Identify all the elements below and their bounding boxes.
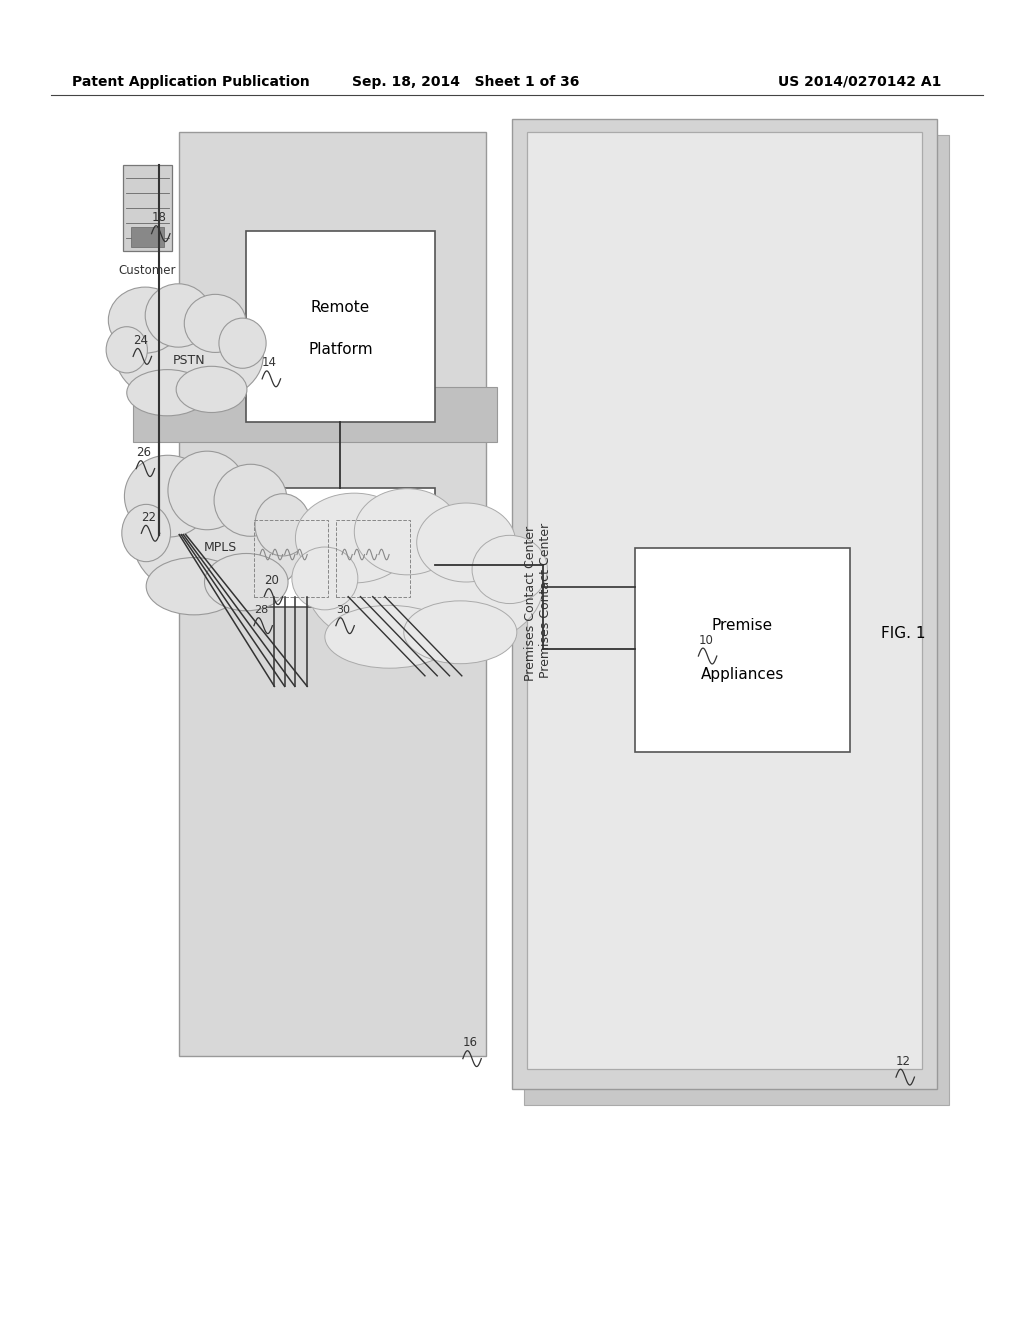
FancyBboxPatch shape — [133, 387, 497, 442]
Text: 28: 28 — [254, 605, 268, 615]
Ellipse shape — [168, 451, 246, 529]
Ellipse shape — [146, 557, 242, 615]
Ellipse shape — [133, 480, 307, 602]
Ellipse shape — [417, 503, 516, 582]
Text: 14: 14 — [262, 356, 278, 370]
Text: 16: 16 — [463, 1036, 478, 1049]
Text: 30: 30 — [336, 605, 350, 615]
Text: US 2014/0270142 A1: US 2014/0270142 A1 — [778, 75, 942, 88]
Ellipse shape — [403, 601, 517, 664]
Text: 24: 24 — [133, 334, 148, 347]
Ellipse shape — [176, 367, 247, 413]
Text: 12: 12 — [896, 1055, 911, 1068]
Ellipse shape — [354, 488, 461, 574]
Text: Customer: Customer — [119, 264, 176, 277]
Ellipse shape — [122, 504, 171, 562]
Text: 18: 18 — [152, 211, 167, 224]
Ellipse shape — [219, 318, 266, 368]
FancyBboxPatch shape — [512, 119, 937, 1089]
FancyBboxPatch shape — [123, 165, 172, 251]
Ellipse shape — [106, 326, 147, 374]
Ellipse shape — [124, 455, 212, 537]
Ellipse shape — [292, 546, 357, 610]
Ellipse shape — [214, 465, 287, 536]
Text: Remote: Remote — [311, 300, 370, 315]
Text: 10: 10 — [698, 634, 714, 647]
Ellipse shape — [307, 520, 543, 655]
Text: Appliances: Appliances — [700, 667, 784, 682]
Text: 20: 20 — [264, 574, 280, 587]
Ellipse shape — [145, 284, 212, 347]
Ellipse shape — [184, 294, 246, 352]
Text: 26: 26 — [136, 446, 152, 459]
Text: Premise: Premise — [712, 618, 773, 634]
Text: Patent Application Publication: Patent Application Publication — [72, 75, 309, 88]
FancyBboxPatch shape — [635, 548, 850, 752]
FancyBboxPatch shape — [131, 227, 164, 247]
Ellipse shape — [472, 536, 548, 603]
Ellipse shape — [255, 494, 310, 556]
FancyBboxPatch shape — [524, 135, 949, 1105]
FancyBboxPatch shape — [527, 132, 922, 1069]
FancyBboxPatch shape — [179, 132, 486, 1056]
Ellipse shape — [109, 286, 182, 354]
Ellipse shape — [205, 553, 288, 611]
Ellipse shape — [116, 306, 263, 407]
Ellipse shape — [127, 370, 208, 416]
Text: FIG. 1: FIG. 1 — [881, 626, 925, 642]
Text: Premises Contact Center: Premises Contact Center — [540, 523, 552, 678]
Ellipse shape — [295, 494, 413, 583]
FancyBboxPatch shape — [246, 231, 435, 422]
Text: Platform: Platform — [308, 342, 373, 358]
Text: Premises Contact Center: Premises Contact Center — [524, 527, 537, 681]
FancyBboxPatch shape — [246, 488, 435, 607]
Text: Sep. 18, 2014   Sheet 1 of 36: Sep. 18, 2014 Sheet 1 of 36 — [352, 75, 580, 88]
Text: 22: 22 — [141, 511, 157, 524]
Text: PSTN: PSTN — [173, 354, 206, 367]
Ellipse shape — [325, 606, 455, 668]
Text: MPLS: MPLS — [204, 541, 237, 554]
